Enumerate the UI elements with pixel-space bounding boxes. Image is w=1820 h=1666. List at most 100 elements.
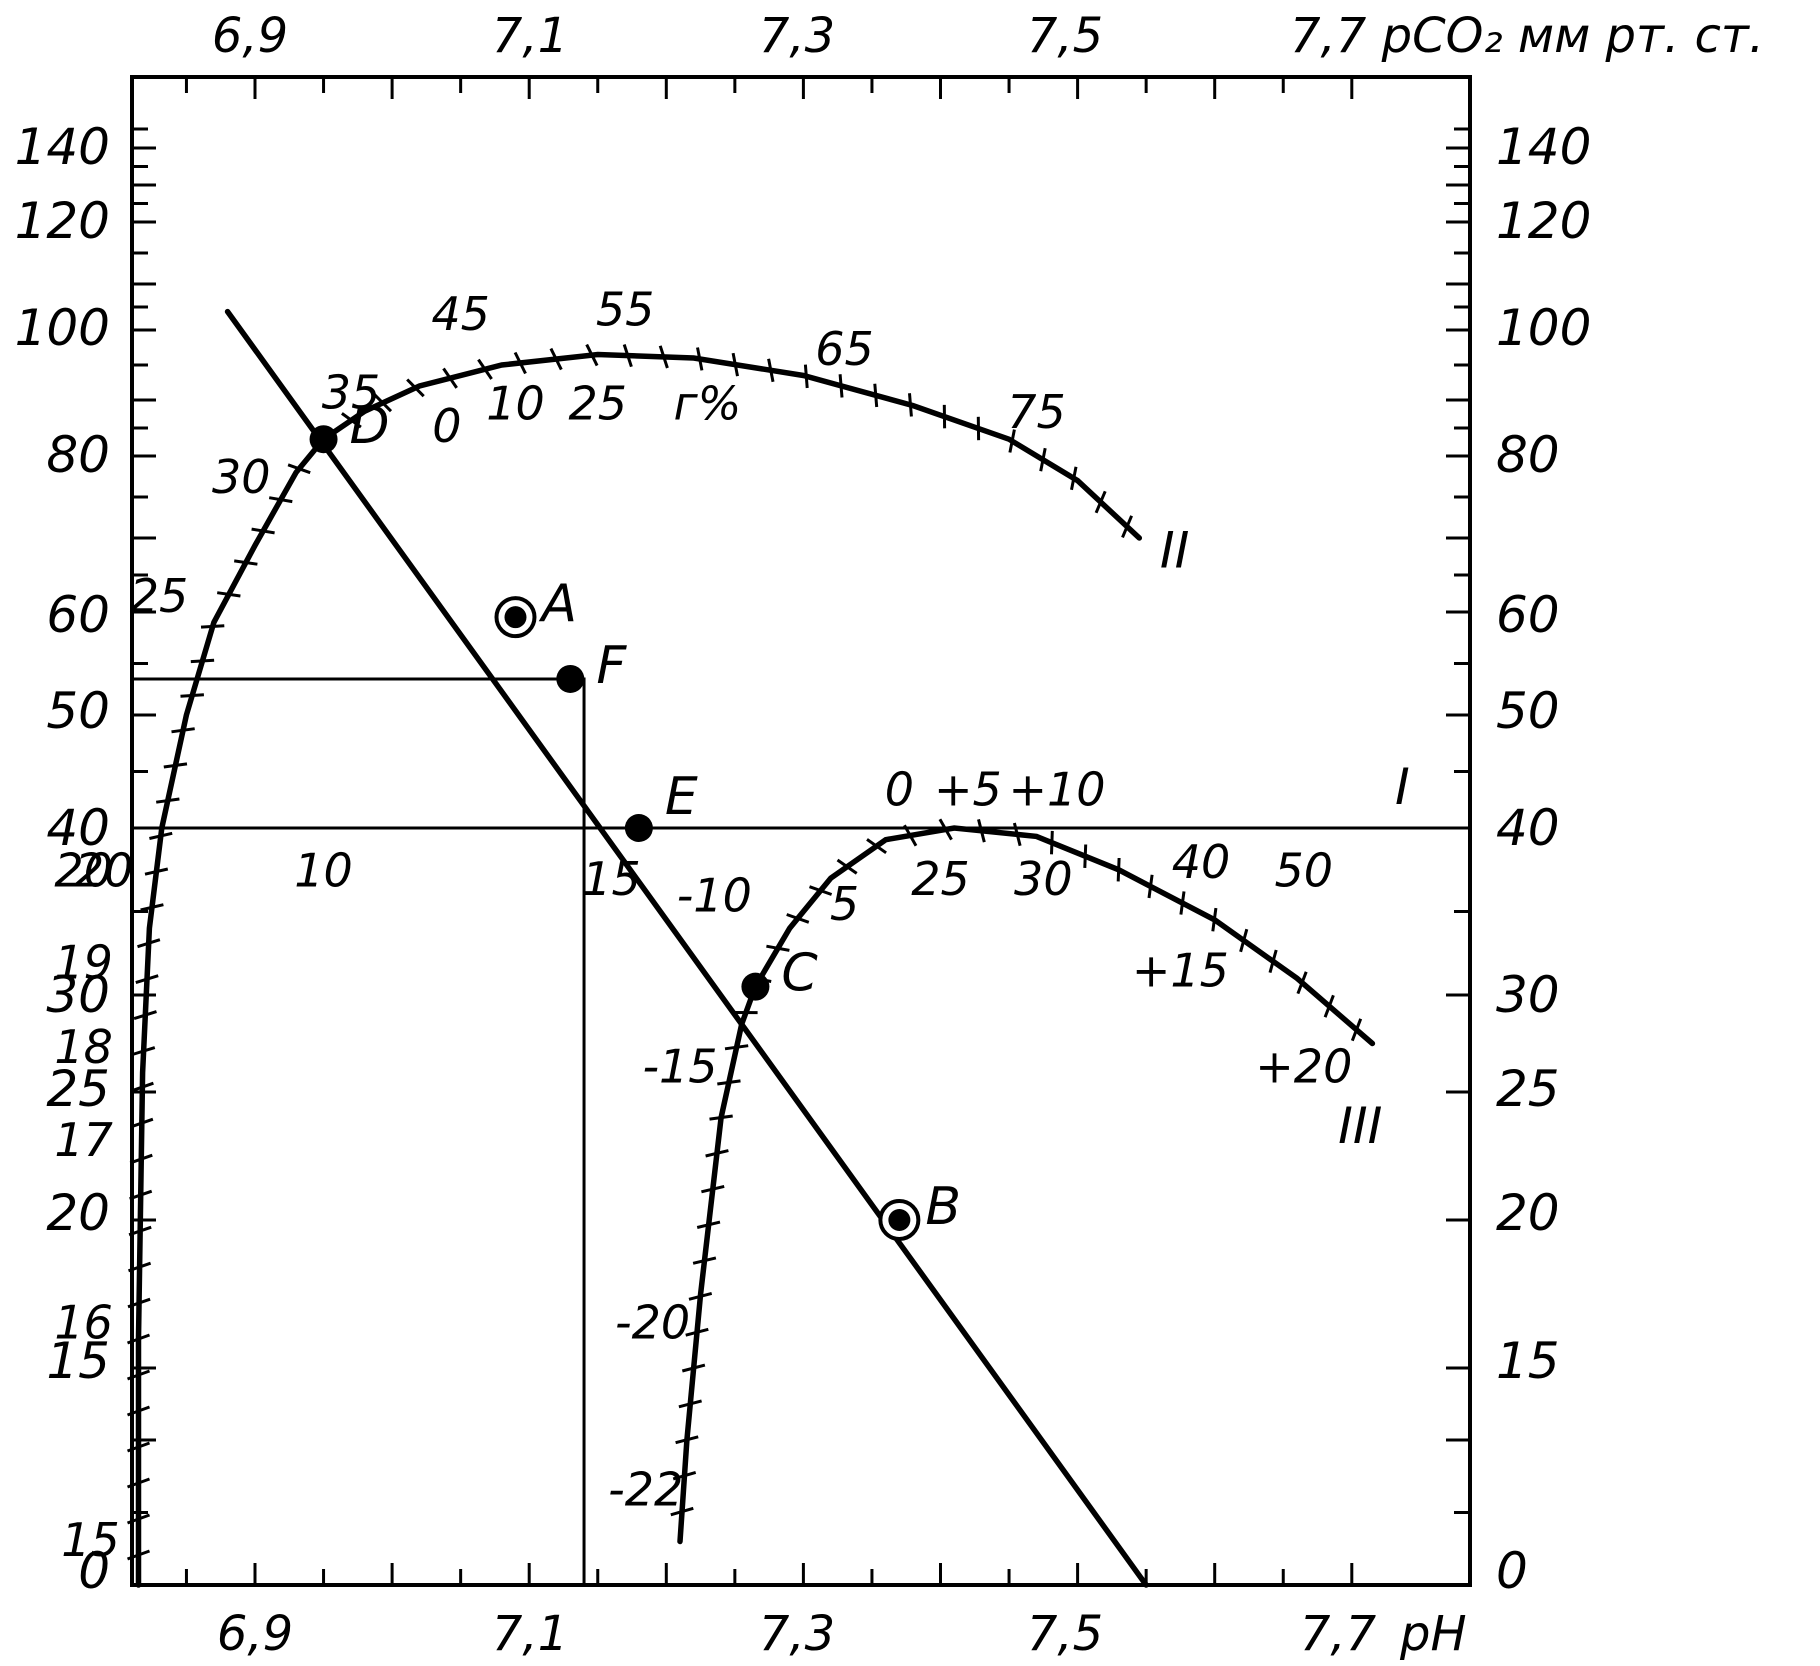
graduation-mark-II — [190, 658, 215, 664]
curve-II-value-label: 18 — [54, 1020, 113, 1074]
right-pco2-tick-label: 50 — [1496, 682, 1560, 740]
graduation-mark-II — [1008, 429, 1016, 453]
right-pco2-tick-label: 100 — [1496, 299, 1591, 357]
right-pco2-tick-label: 15 — [1496, 1332, 1560, 1390]
curve-II-value-label: 20 — [75, 843, 134, 897]
graduation-mark-II — [233, 559, 258, 566]
graduation-mark-III — [681, 1363, 706, 1373]
curve-III-value-label: +5 — [934, 762, 1002, 816]
point-C — [741, 972, 770, 1001]
graduation-mark-III — [836, 858, 858, 875]
graduation-mark-III — [709, 1114, 733, 1121]
graduation-mark-III — [1239, 928, 1249, 953]
graduation-mark-III — [809, 885, 833, 896]
left-pco2-tick-label: 80 — [46, 426, 110, 484]
graduation-mark-II — [144, 867, 169, 876]
curve-III-value-label: -20 — [615, 1295, 690, 1349]
point-E — [624, 814, 653, 842]
graduation-mark-II — [180, 693, 204, 698]
curve-II — [135, 351, 1143, 1588]
graduation-mark-III — [672, 1470, 697, 1481]
graduation-mark-III — [1268, 949, 1278, 973]
right-pco2-tick-label: 40 — [1496, 799, 1560, 857]
graduation-mark-II — [731, 352, 739, 377]
graduation-mark-III — [670, 1506, 694, 1517]
graduation-mark-II — [126, 1369, 151, 1381]
curve-II-value-label: 55 — [596, 282, 655, 336]
bottom-ph-tick-label: 7,3 — [759, 1606, 835, 1662]
left-pco2-tick-label: 120 — [15, 192, 110, 250]
graduation-mark-II — [131, 1046, 156, 1056]
left-pco2-tick-label: 25 — [46, 1060, 110, 1118]
curve-II-value-label: 65 — [815, 322, 874, 376]
curve-III — [677, 825, 1376, 1545]
curve-II-value-label: 10 — [486, 377, 545, 431]
graduation-mark-III — [701, 1184, 725, 1194]
bottom-ph-tick-label: 7,5 — [1027, 1606, 1103, 1662]
top-ph-tick-label: 7,5 — [1027, 8, 1103, 64]
graduation-mark-II — [341, 412, 362, 429]
graduation-mark-II — [585, 343, 599, 367]
graduation-mark-III — [977, 819, 986, 843]
graduation-mark-III — [1083, 844, 1088, 868]
bottom-ph-tick-label: 7,1 — [492, 1606, 568, 1662]
graduation-mark-II — [1039, 447, 1047, 472]
curve-III-value-label: 30 — [1014, 852, 1073, 906]
graduation-mark-II — [658, 345, 669, 369]
graduation-mark-II — [251, 527, 275, 535]
graduation-mark-III — [692, 1256, 717, 1265]
curve-graduations — [126, 343, 1363, 1561]
graduation-mark-III — [678, 1399, 702, 1409]
curve-III-value-label: -10 — [677, 869, 752, 923]
curve-III-value-label: +20 — [1255, 1039, 1352, 1093]
curve-II-value-label: 16 — [54, 1295, 113, 1349]
graduation-mark-III — [938, 818, 953, 841]
graduation-mark-II — [622, 344, 633, 368]
right-pco2-tick-label: 25 — [1496, 1060, 1560, 1118]
graduation-mark-II — [126, 1405, 151, 1417]
left-pco2-tick-label: 40 — [46, 799, 110, 857]
graduation-mark-II — [130, 1081, 154, 1093]
left-pco2-tick-label: 15 — [46, 1332, 110, 1390]
ph-axis-title: pH — [1399, 1606, 1467, 1662]
graduation-mark-III — [688, 1291, 713, 1301]
graduation-mark-II — [135, 974, 159, 985]
curve-III-value-label: -15 — [642, 1039, 717, 1093]
graduation-mark-III — [1323, 994, 1335, 1018]
curve-II-value-label: 75 — [1007, 385, 1066, 439]
curve-II-value-label: 0 — [432, 399, 461, 453]
right-pco2-tick-label: 0 — [1496, 1542, 1528, 1600]
left-pco2-tick-label: 30 — [46, 966, 110, 1024]
point-label-C: C — [781, 944, 818, 1004]
left-pco2-tick-label: 60 — [46, 586, 110, 644]
graduation-mark-II — [549, 347, 563, 371]
graduation-mark-III — [766, 944, 790, 952]
right-pco2-tick-label: 80 — [1496, 426, 1560, 484]
curve-II-value-label: 45 — [431, 287, 490, 341]
curve-label-III: III — [1338, 1097, 1382, 1155]
graduation-mark-II — [127, 1297, 151, 1309]
axis-ticks — [132, 77, 1470, 1585]
curve-label-I: I — [1395, 758, 1410, 816]
graduation-mark-III — [1147, 874, 1154, 899]
curve-II-value-label: 25 — [568, 377, 627, 431]
top-ph-tick-labels: 6,9 7,1 7,3 7,5 7,7 pCO₂ мм рт. ст. — [212, 8, 1764, 64]
top-ph-tick-label: 7,3 — [759, 8, 835, 64]
top-pco2-axis-title: 7,7 pCO₂ мм рт. ст. — [1290, 8, 1764, 64]
curve-III-value-label: 50 — [1275, 843, 1334, 897]
graduation-mark-II — [406, 378, 425, 398]
curve-II-value-label: г% — [673, 377, 741, 431]
left-pco2-tick-label: 50 — [46, 682, 110, 740]
graduation-mark-III — [866, 838, 887, 855]
graduation-mark-II — [1070, 466, 1078, 491]
curve-III-value-label: 0 — [885, 762, 914, 816]
graduation-mark-II — [477, 358, 493, 380]
curve-value-labels: 15 16 17 18 19 20 25 30 35 45 55 65 75 0 10 25 г% -22 -20 -… — [54, 282, 1352, 1567]
curve-III-value-label: 25 — [911, 852, 970, 906]
bottom-ph-tick-label: 7,7 — [1300, 1606, 1377, 1662]
right-pco2-tick-labels: 140 120 100 80 60 50 40 30 25 20 15 0 — [1496, 118, 1591, 1600]
graduation-mark-III — [1179, 891, 1186, 915]
graduation-mark-II — [126, 1441, 151, 1453]
curve-II-value-label: 19 — [54, 935, 113, 989]
